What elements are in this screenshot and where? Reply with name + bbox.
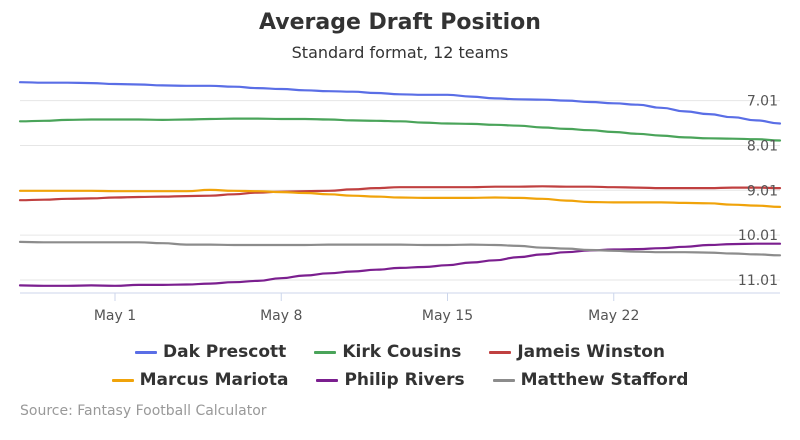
legend-item-kirk-cousins[interactable]: Kirk Cousins bbox=[314, 342, 461, 362]
x-tick-label: May 15 bbox=[422, 308, 473, 324]
x-tick-label: May 1 bbox=[94, 308, 136, 324]
y-tick-label: 7.01 bbox=[747, 94, 778, 110]
legend-item-philip-rivers[interactable]: Philip Rivers bbox=[316, 370, 465, 390]
series-line-philip-rivers[interactable] bbox=[18, 242, 782, 287]
legend-item-marcus-mariota[interactable]: Marcus Mariota bbox=[111, 370, 289, 390]
source-credit: Source: Fantasy Football Calculator bbox=[20, 403, 267, 419]
legend: Dak Prescott Kirk Cousins Jameis Winston… bbox=[0, 338, 800, 394]
series-line-matthew-stafford[interactable] bbox=[18, 240, 782, 257]
chart-title: Average Draft Position bbox=[259, 10, 541, 35]
legend-swatch-marcus-mariota bbox=[111, 378, 134, 382]
legend-swatch-philip-rivers bbox=[316, 378, 339, 382]
series-lines bbox=[18, 81, 782, 287]
y-tick-label: 9.01 bbox=[747, 183, 778, 199]
series-line-jameis-winston[interactable] bbox=[18, 185, 782, 202]
legend-row-1: Dak Prescott Kirk Cousins Jameis Winston bbox=[0, 338, 800, 366]
legend-swatch-jameis-winston bbox=[489, 350, 512, 354]
legend-label: Jameis Winston bbox=[517, 342, 665, 362]
series-line-dak-prescott[interactable] bbox=[18, 81, 782, 125]
legend-label: Philip Rivers bbox=[344, 370, 465, 390]
x-tick-label: May 8 bbox=[260, 308, 302, 324]
y-tick-label: 10.01 bbox=[738, 228, 778, 244]
legend-label: Dak Prescott bbox=[163, 342, 287, 362]
x-tick-label: May 22 bbox=[588, 308, 639, 324]
legend-row-2: Marcus Mariota Philip Rivers Matthew Sta… bbox=[0, 366, 800, 394]
series-line-marcus-mariota[interactable] bbox=[18, 188, 782, 208]
y-tick-label: 8.01 bbox=[747, 138, 778, 154]
legend-item-dak-prescott[interactable]: Dak Prescott bbox=[135, 342, 286, 362]
legend-swatch-kirk-cousins bbox=[314, 350, 337, 354]
legend-swatch-matthew-stafford bbox=[492, 378, 515, 382]
gridlines bbox=[20, 100, 780, 281]
series-line-kirk-cousins[interactable] bbox=[18, 117, 782, 142]
y-tick-label: 11.01 bbox=[738, 273, 778, 289]
legend-label: Matthew Stafford bbox=[520, 370, 689, 390]
chart-subtitle: Standard format, 12 teams bbox=[291, 43, 509, 62]
legend-item-matthew-stafford[interactable]: Matthew Stafford bbox=[492, 370, 689, 390]
legend-label: Kirk Cousins bbox=[342, 342, 462, 362]
legend-label: Marcus Mariota bbox=[139, 370, 289, 390]
legend-item-jameis-winston[interactable]: Jameis Winston bbox=[489, 342, 665, 362]
legend-swatch-dak-prescott bbox=[135, 350, 157, 354]
axes: 7.01 8.01 9.01 10.01 11.01 May 1 May 8 May 15 Ma… bbox=[20, 94, 780, 324]
